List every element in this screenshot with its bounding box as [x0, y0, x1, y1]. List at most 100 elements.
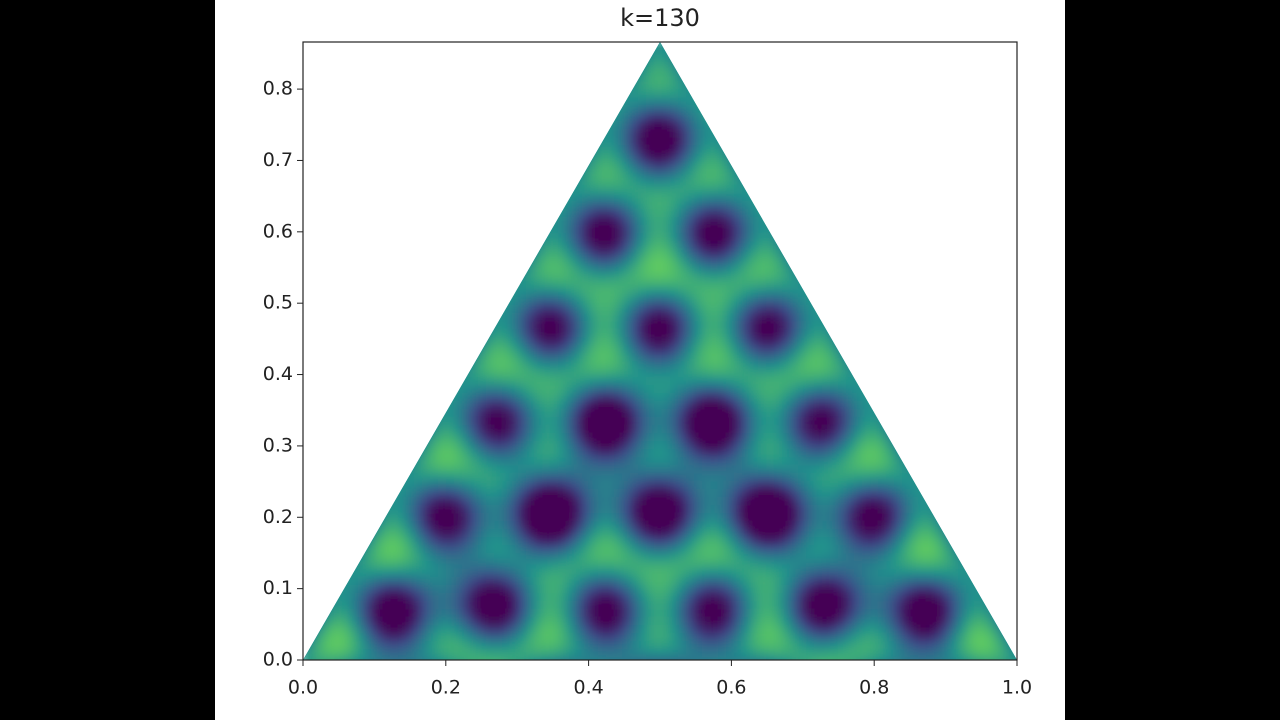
field-cell: [758, 241, 768, 251]
field-cell: [734, 201, 744, 211]
field-cell: [542, 241, 552, 251]
field-cell: [638, 193, 648, 203]
field-cell: [638, 233, 648, 243]
field-cell: [750, 273, 760, 283]
field-cell: [510, 393, 520, 403]
field-cell: [534, 361, 544, 371]
field-cell: [702, 441, 712, 451]
field-cell: [758, 297, 768, 307]
field-cell: [598, 393, 608, 403]
field-cell: [782, 273, 792, 283]
field-cell: [694, 177, 704, 187]
field-cell: [518, 393, 528, 403]
field-cell: [670, 273, 680, 283]
field-cell: [758, 449, 768, 459]
field-cell: [622, 385, 632, 395]
field-cell: [566, 313, 576, 323]
field-cell: [750, 377, 760, 387]
field-cell: [654, 137, 664, 147]
field-cell: [606, 321, 616, 331]
field-cell: [502, 433, 512, 443]
field-cell: [550, 449, 560, 459]
field-cell: [710, 345, 720, 355]
field-cell: [670, 425, 680, 435]
field-cell: [766, 425, 776, 435]
field-cell: [462, 401, 472, 411]
field-cell: [718, 337, 728, 347]
field-cell: [758, 409, 768, 419]
field-cell: [766, 409, 776, 419]
field-cell: [606, 265, 616, 275]
field-cell: [670, 137, 680, 147]
field-cell: [598, 473, 608, 483]
field-cell: [654, 97, 664, 107]
field-cell: [494, 473, 504, 483]
field-cell: [686, 321, 696, 331]
field-cell: [654, 329, 664, 339]
field-cell: [854, 409, 864, 419]
field-cell: [686, 441, 696, 451]
field-cell: [790, 329, 800, 339]
field-cell: [598, 289, 608, 299]
field-cell: [598, 353, 608, 363]
field-cell: [438, 425, 448, 435]
field-cell: [742, 257, 752, 267]
field-cell: [894, 465, 904, 475]
field-cell: [526, 297, 536, 307]
field-cell: [614, 401, 624, 411]
field-cell: [534, 297, 544, 307]
field-cell: [710, 425, 720, 435]
field-cell: [558, 313, 568, 323]
field-cell: [806, 337, 816, 347]
field-cell: [742, 329, 752, 339]
field-cell: [638, 265, 648, 275]
field-cell: [502, 305, 512, 315]
field-cell: [774, 353, 784, 363]
field-cell: [462, 457, 472, 467]
field-cell: [582, 409, 592, 419]
field-cell: [446, 425, 456, 435]
field-cell: [854, 401, 864, 411]
field-cell: [638, 281, 648, 291]
field-cell: [766, 441, 776, 451]
field-cell: [430, 473, 440, 483]
field-cell: [614, 185, 624, 195]
field-cell: [654, 449, 664, 459]
field-cell: [550, 233, 560, 243]
field-cell: [734, 249, 744, 259]
field-cell: [590, 369, 600, 379]
field-cell: [638, 217, 648, 227]
field-cell: [686, 353, 696, 363]
field-cell: [598, 209, 608, 219]
field-cell: [622, 169, 632, 179]
field-cell: [582, 273, 592, 283]
field-cell: [598, 401, 608, 411]
field-cell: [846, 377, 856, 387]
field-cell: [438, 465, 448, 475]
field-cell: [590, 457, 600, 467]
field-cell: [726, 345, 736, 355]
field-cell: [846, 473, 856, 483]
field-cell: [710, 161, 720, 171]
field-cell: [550, 313, 560, 323]
field-cell: [838, 361, 848, 371]
field-cell: [622, 401, 632, 411]
field-cell: [518, 321, 528, 331]
field-cell: [582, 305, 592, 315]
field-cell: [790, 457, 800, 467]
field-cell: [694, 121, 704, 131]
field-cell: [846, 425, 856, 435]
field-cell: [606, 449, 616, 459]
field-cell: [750, 369, 760, 379]
field-cell: [806, 361, 816, 371]
field-cell: [630, 305, 640, 315]
field-cell: [718, 225, 728, 235]
field-cell: [502, 345, 512, 355]
field-cell: [734, 273, 744, 283]
field-cell: [550, 257, 560, 267]
field-cell: [830, 345, 840, 355]
field-cell: [526, 401, 536, 411]
field-cell: [750, 337, 760, 347]
field-cell: [654, 193, 664, 203]
field-cell: [598, 249, 608, 259]
